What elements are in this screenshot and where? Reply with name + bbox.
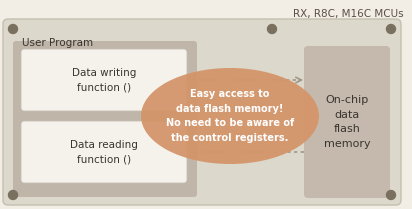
Text: Data reading
function (): Data reading function () <box>70 140 138 164</box>
Text: On-chip
data
flash
memory: On-chip data flash memory <box>324 95 370 149</box>
Ellipse shape <box>141 68 319 164</box>
FancyBboxPatch shape <box>13 41 197 197</box>
Text: RX, R8C, M16C MCUs: RX, R8C, M16C MCUs <box>293 9 404 19</box>
Circle shape <box>267 24 276 33</box>
Text: Data writing
function (): Data writing function () <box>72 68 136 92</box>
Circle shape <box>9 190 17 200</box>
Circle shape <box>9 24 17 33</box>
Text: Easy access to
data flash memory!
No need to be aware of
the control registers.: Easy access to data flash memory! No nee… <box>166 89 294 143</box>
FancyBboxPatch shape <box>21 121 187 183</box>
Circle shape <box>386 24 396 33</box>
FancyBboxPatch shape <box>304 46 390 198</box>
Text: User Program: User Program <box>22 38 93 48</box>
FancyBboxPatch shape <box>3 19 401 205</box>
Circle shape <box>386 190 396 200</box>
FancyBboxPatch shape <box>21 49 187 111</box>
